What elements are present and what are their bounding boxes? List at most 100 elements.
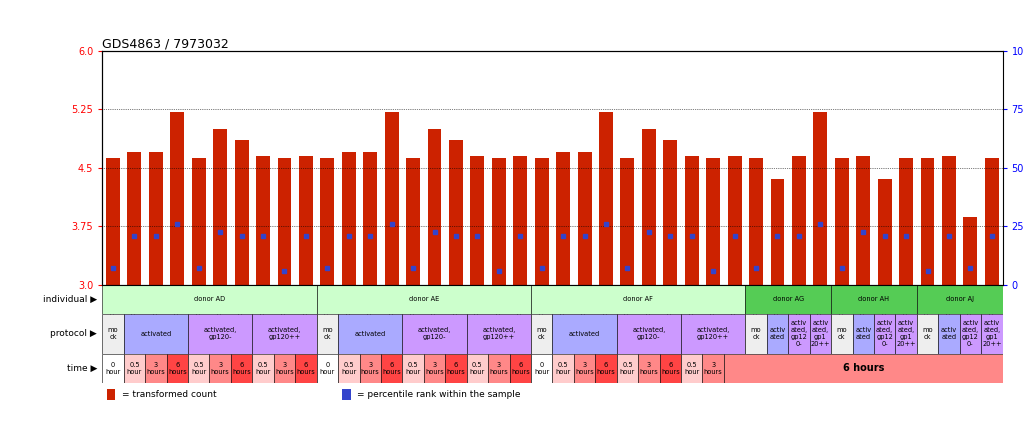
Text: 0.5
hour: 0.5 hour <box>191 362 207 375</box>
Text: mo
ck: mo ck <box>322 327 332 340</box>
Bar <box>231 354 253 383</box>
Bar <box>552 354 574 383</box>
Text: GDS4863 / 7973032: GDS4863 / 7973032 <box>102 38 229 51</box>
Bar <box>831 285 917 313</box>
Bar <box>531 354 552 383</box>
Text: 0.5
hour: 0.5 hour <box>341 362 356 375</box>
Bar <box>557 152 570 285</box>
Bar <box>381 354 402 383</box>
Bar <box>102 313 124 354</box>
Bar <box>102 285 317 313</box>
Bar <box>428 129 442 285</box>
Bar <box>578 152 591 285</box>
Text: activ
ated,
gp12
0-: activ ated, gp12 0- <box>791 320 807 347</box>
Bar <box>552 313 617 354</box>
Text: activated: activated <box>140 331 172 337</box>
Bar <box>574 354 595 383</box>
Bar <box>466 313 531 354</box>
Bar <box>895 313 917 354</box>
Text: donor AE: donor AE <box>409 296 439 302</box>
Bar <box>813 112 828 285</box>
Bar <box>514 156 527 285</box>
Text: 3
hours: 3 hours <box>704 362 722 375</box>
Bar <box>338 313 402 354</box>
Text: 0.5
hour: 0.5 hour <box>127 362 142 375</box>
Bar <box>471 156 484 285</box>
Bar <box>917 285 1003 313</box>
Text: 0.5
hour: 0.5 hour <box>684 362 700 375</box>
Bar <box>792 156 806 285</box>
Bar <box>617 313 681 354</box>
Bar <box>788 313 809 354</box>
Text: time ▶: time ▶ <box>66 364 97 373</box>
Text: activated,
gp120-: activated, gp120- <box>632 327 666 340</box>
Text: 0.5
hour: 0.5 hour <box>555 362 571 375</box>
Text: 6
hours: 6 hours <box>596 362 616 375</box>
Bar <box>363 152 377 285</box>
Bar <box>531 313 552 354</box>
Text: activated,
gp120-: activated, gp120- <box>418 327 451 340</box>
Bar <box>210 354 231 383</box>
Bar <box>985 158 998 285</box>
Bar <box>124 313 188 354</box>
Bar <box>359 354 381 383</box>
Bar <box>746 313 767 354</box>
Text: activated,
gp120++: activated, gp120++ <box>697 327 729 340</box>
Bar <box>253 313 317 354</box>
Text: donor AF: donor AF <box>623 296 653 302</box>
Bar <box>767 313 788 354</box>
Bar <box>964 217 977 285</box>
Bar <box>343 389 351 400</box>
Text: donor AD: donor AD <box>194 296 225 302</box>
Text: 6
hours: 6 hours <box>297 362 315 375</box>
Text: mo
ck: mo ck <box>751 327 761 340</box>
Text: individual ▶: individual ▶ <box>43 295 97 304</box>
Bar <box>684 156 699 285</box>
Text: activated,
gp120++: activated, gp120++ <box>268 327 301 340</box>
Bar <box>663 140 677 285</box>
Text: 6 hours: 6 hours <box>843 363 884 373</box>
Bar <box>171 112 184 285</box>
Text: protocol ▶: protocol ▶ <box>50 329 97 338</box>
Text: donor AJ: donor AJ <box>945 296 974 302</box>
Bar <box>488 354 509 383</box>
Text: activ
ated,
gp1
20++: activ ated, gp1 20++ <box>896 320 916 347</box>
Bar <box>449 140 463 285</box>
Bar <box>509 354 531 383</box>
Text: activ
ated,
gp12
0-: activ ated, gp12 0- <box>876 320 893 347</box>
Text: activ
ated,
gp1
20++: activ ated, gp1 20++ <box>982 320 1002 347</box>
Bar <box>724 354 1003 383</box>
Text: 0.5
hour: 0.5 hour <box>470 362 485 375</box>
Bar <box>681 313 746 354</box>
Bar <box>106 158 120 285</box>
Text: activated,
gp120-: activated, gp120- <box>204 327 236 340</box>
Bar <box>531 285 746 313</box>
Text: 0
hour: 0 hour <box>320 362 335 375</box>
Bar <box>402 354 424 383</box>
Text: donor AH: donor AH <box>858 296 889 302</box>
Text: activated,
gp120++: activated, gp120++ <box>482 327 516 340</box>
Bar <box>681 354 703 383</box>
Bar <box>424 354 445 383</box>
Bar <box>167 354 188 383</box>
Bar <box>917 313 938 354</box>
Text: 6
hours: 6 hours <box>447 362 465 375</box>
Bar <box>277 158 292 285</box>
Bar <box>274 354 296 383</box>
Bar <box>938 313 960 354</box>
Bar <box>492 158 505 285</box>
Text: activ
ated,
gp12
0-: activ ated, gp12 0- <box>962 320 979 347</box>
Bar <box>338 354 359 383</box>
Bar <box>852 313 874 354</box>
Text: 0
hour: 0 hour <box>105 362 121 375</box>
Bar <box>317 285 531 313</box>
Bar <box>296 354 317 383</box>
Text: 3
hours: 3 hours <box>211 362 229 375</box>
Bar <box>317 313 338 354</box>
Bar <box>256 156 270 285</box>
Bar <box>942 156 955 285</box>
Bar <box>746 285 831 313</box>
Text: 0.5
hour: 0.5 hour <box>256 362 271 375</box>
Bar <box>899 158 914 285</box>
Bar <box>106 389 116 400</box>
